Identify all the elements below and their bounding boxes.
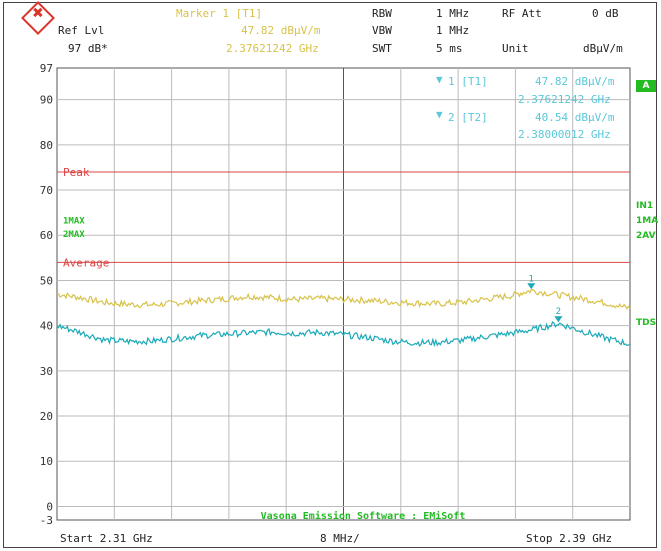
side-label-in1: IN1 <box>636 201 654 211</box>
start-frequency: Start 2.31 GHz <box>60 532 153 545</box>
marker2-value: 40.54 dBµV/m <box>535 111 615 124</box>
span-per-div: 8 MHz/ <box>320 532 360 545</box>
unit-value: dBµV/m <box>583 42 623 55</box>
trace-line <box>56 288 631 310</box>
unit-label: Unit <box>502 42 529 55</box>
trace-a-badge: A <box>636 80 656 92</box>
markers: 12 <box>527 274 563 323</box>
marker-triangle <box>554 316 563 323</box>
traces <box>56 288 631 348</box>
y-tick-label: 40 <box>40 320 53 333</box>
marker-freq: 2.37621242 GHz <box>226 42 319 55</box>
swt-value: 5 ms <box>436 42 463 55</box>
y-tick-label: 30 <box>40 365 53 378</box>
marker-title: Marker 1 [T1] <box>176 7 263 20</box>
y-tick-label: 80 <box>40 139 53 152</box>
limit-lines: Peak Average <box>57 166 630 269</box>
marker2-freq: 2.38000012 GHz <box>518 128 611 141</box>
vbw-value: 1 MHz <box>436 24 470 37</box>
rbw-value: 1 MHz <box>436 7 470 20</box>
y-tick-label: 60 <box>40 229 53 242</box>
marker2-label: 2 [T2] <box>448 111 488 124</box>
y-tick-label: 97 <box>40 62 53 75</box>
analyzer-frame <box>3 2 657 548</box>
marker-number: 1 <box>529 274 534 284</box>
limit-line-label: Peak <box>63 166 90 179</box>
swt-label: SWT <box>372 42 392 55</box>
trace-label: 2MAX <box>63 230 85 240</box>
y-tick-label: 0 <box>46 500 53 513</box>
y-tick-label: 20 <box>40 410 53 423</box>
y-tick-labels: 97 90 80 70 60 50 40 30 20 10 0-3 1MAX 2MAX <box>40 62 86 527</box>
trace-label: 1MAX <box>63 216 85 226</box>
ref-lvl-label: Ref Lvl <box>58 24 105 37</box>
side-label-tds: TDS <box>636 318 657 328</box>
trace-line <box>56 321 631 348</box>
rf-att-label: RF Att <box>502 7 542 20</box>
stop-frequency: Stop 2.39 GHz <box>526 532 613 545</box>
y-tick-label: -3 <box>40 514 53 527</box>
y-tick-label: 10 <box>40 455 53 468</box>
ref-lvl-value: 97 dB* <box>68 42 108 55</box>
watermark: Vasona Emission Software : EMiSoft <box>261 510 466 522</box>
limit-line-label: Average <box>63 256 109 269</box>
marker-value: 47.82 dBµV/m <box>241 24 321 37</box>
marker2-triangle-icon: ▼ <box>436 108 443 121</box>
side-label-2av: 2AV <box>636 231 656 241</box>
marker1-label: 1 [T1] <box>448 75 488 88</box>
marker1-value: 47.82 dBµV/m <box>535 75 615 88</box>
rbw-label: RBW <box>372 7 392 20</box>
vbw-label: VBW <box>372 24 392 37</box>
marker1-freq: 2.37621242 GHz <box>518 93 611 106</box>
y-tick-label: 90 <box>40 94 53 107</box>
side-label-1ma: 1MA <box>636 216 659 226</box>
y-tick-label: 70 <box>40 184 53 197</box>
marker1-triangle-icon: ▼ <box>436 73 443 86</box>
marker-triangle <box>527 283 536 290</box>
rf-att-value: 0 dB <box>592 7 619 20</box>
y-tick-label: 50 <box>40 274 53 287</box>
marker-number: 2 <box>556 307 561 317</box>
